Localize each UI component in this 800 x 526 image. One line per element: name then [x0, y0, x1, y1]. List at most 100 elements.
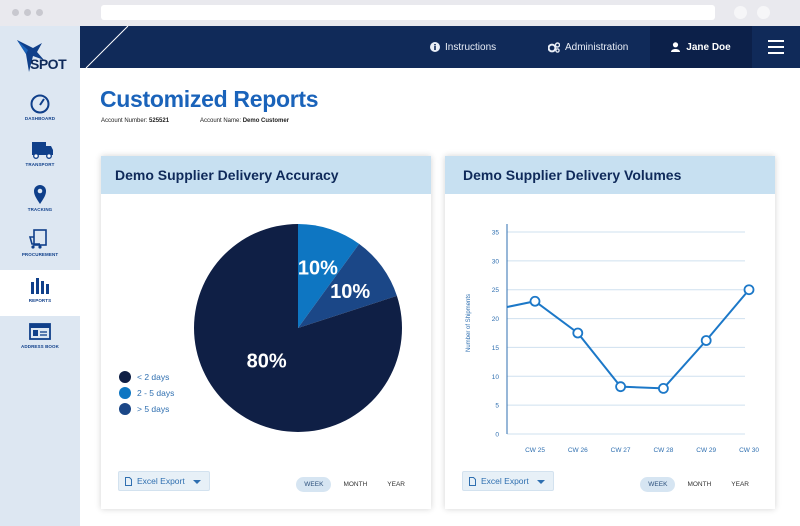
logo-text: SPOT	[30, 56, 67, 72]
address-card-icon	[29, 323, 51, 340]
pie-data-label: 10%	[298, 258, 338, 280]
legend-label: < 2 days	[137, 372, 170, 382]
export-label: Excel Export	[481, 476, 529, 486]
chevron-down-icon	[537, 480, 545, 484]
period-month[interactable]: MONTH	[343, 481, 368, 488]
period-toggle: WEEK MONTH YEAR	[636, 477, 757, 492]
x-tick-label: CW 27	[611, 447, 631, 454]
window-minimize-dot[interactable]	[24, 9, 31, 16]
y-tick-label: 25	[492, 287, 500, 294]
account-name-value: Demo Customer	[242, 118, 290, 124]
hamburger-menu-icon[interactable]	[768, 40, 784, 54]
y-tick-label: 20	[492, 316, 500, 323]
chevron-down-icon	[193, 480, 201, 484]
sidebar-item-transport[interactable]: TRANSPORT	[0, 136, 80, 180]
series-line	[506, 289, 750, 390]
bar-chart-icon	[31, 278, 49, 294]
header-decoration	[85, 26, 129, 68]
bird-logo-icon	[17, 40, 44, 72]
excel-export-button[interactable]: Excel Export	[462, 471, 554, 491]
y-tick-label: 35	[492, 230, 500, 237]
legend-label: > 5 days	[137, 404, 170, 414]
legend-swatch	[119, 371, 131, 383]
y-tick-label: 5	[495, 403, 499, 410]
user-name: Jane Doe	[686, 41, 731, 53]
y-tick-label: 10	[492, 374, 500, 381]
period-year[interactable]: YEAR	[731, 481, 749, 488]
sidebar-item-label: TRACKING	[27, 207, 53, 212]
delivery-accuracy-card: Demo Supplier Delivery Accuracy 10% 10% 80…	[101, 156, 431, 509]
user-menu[interactable]: Jane Doe	[650, 26, 752, 68]
map-pin-icon	[34, 185, 46, 204]
y-tick-label: 30	[492, 258, 500, 265]
card-title: Demo Supplier Delivery Volumes	[445, 156, 775, 194]
data-point[interactable]	[657, 383, 669, 394]
data-point[interactable]	[615, 381, 627, 393]
sidebar-item-reports[interactable]: REPORTS	[0, 270, 80, 316]
truck-icon	[32, 142, 53, 159]
card-title: Demo Supplier Delivery Accuracy	[101, 156, 431, 194]
accuracy-pie-chart: 10%10% 80%	[194, 224, 402, 432]
file-icon	[469, 476, 476, 486]
x-tick-label: CW 30	[739, 447, 759, 454]
page-title: Customized Reports	[100, 86, 319, 112]
sidebar-item-tracking[interactable]: TRACKING	[0, 181, 80, 225]
browser-button[interactable]	[757, 6, 770, 19]
cart-icon	[28, 229, 47, 249]
user-icon	[671, 42, 681, 52]
window-close-dot[interactable]	[12, 9, 19, 16]
sidebar-item-address-book[interactable]: ADDRESS BOOK	[0, 318, 80, 362]
data-point[interactable]	[700, 335, 712, 346]
account-number: Account Number: 525521	[101, 118, 169, 124]
top-navigation: Instructions Administration Jane Doe	[80, 26, 800, 68]
y-tick-label: 0	[495, 432, 499, 439]
gears-icon	[548, 41, 560, 53]
x-tick-label: CW 28	[653, 447, 673, 454]
sidebar-item-label: DASHBOARD	[24, 116, 56, 121]
file-icon	[125, 476, 132, 486]
pie-data-label: 10%	[330, 281, 370, 303]
data-point[interactable]	[572, 327, 584, 339]
period-year[interactable]: YEAR	[387, 481, 405, 488]
y-tick-label: 15	[492, 345, 500, 352]
account-name: Account Name: Demo Customer	[200, 118, 289, 124]
period-month[interactable]: MONTH	[687, 481, 712, 488]
browser-button[interactable]	[734, 6, 747, 19]
volumes-line-chart: 0 5 10 15 20 25 30 35 Number of Shipments CW 25 CW…	[466, 224, 759, 454]
info-icon	[430, 42, 440, 52]
account-number-label: Account Number:	[101, 118, 148, 124]
legend-item: 2 - 5 days	[119, 387, 174, 399]
data-point[interactable]	[743, 284, 755, 296]
window-maximize-dot[interactable]	[36, 9, 43, 16]
account-number-value: 525521	[149, 118, 170, 124]
legend-item: > 5 days	[119, 403, 174, 415]
data-point[interactable]	[529, 295, 541, 307]
y-axis-label: Number of Shipments	[466, 294, 472, 352]
sidebar-item-label: PROCUREMENT	[21, 252, 59, 257]
period-toggle: WEEK MONTH YEAR	[292, 477, 413, 492]
x-tick-label: CW 25	[525, 447, 545, 454]
export-label: Excel Export	[137, 476, 185, 486]
main-content: Customized Reports Account Number: 52552…	[80, 68, 800, 526]
address-bar[interactable]	[101, 5, 715, 20]
pie-slice	[194, 224, 402, 432]
sidebar-item-label: TRANSPORT	[25, 162, 55, 167]
gauge-icon	[30, 94, 50, 114]
legend-item: < 2 days	[119, 371, 174, 383]
administration-label: Administration	[565, 41, 629, 53]
spot-logo[interactable]: SPOT	[0, 26, 80, 90]
administration-link[interactable]: Administration	[548, 26, 628, 68]
legend-swatch	[119, 387, 131, 399]
pie-slice	[298, 224, 360, 328]
period-week[interactable]: WEEK	[640, 477, 676, 492]
excel-export-button[interactable]: Excel Export	[118, 471, 210, 491]
period-week[interactable]: WEEK	[296, 477, 332, 492]
browser-chrome	[0, 0, 800, 26]
x-tick-label: CW 29	[696, 447, 716, 454]
account-name-label: Account Name:	[200, 118, 242, 124]
legend-label: 2 - 5 days	[137, 388, 175, 398]
sidebar-item-procurement[interactable]: PROCUREMENT	[0, 226, 80, 270]
instructions-link[interactable]: Instructions	[430, 26, 496, 68]
x-tick-label: CW 26	[568, 447, 588, 454]
sidebar-item-dashboard[interactable]: DASHBOARD	[0, 90, 80, 134]
